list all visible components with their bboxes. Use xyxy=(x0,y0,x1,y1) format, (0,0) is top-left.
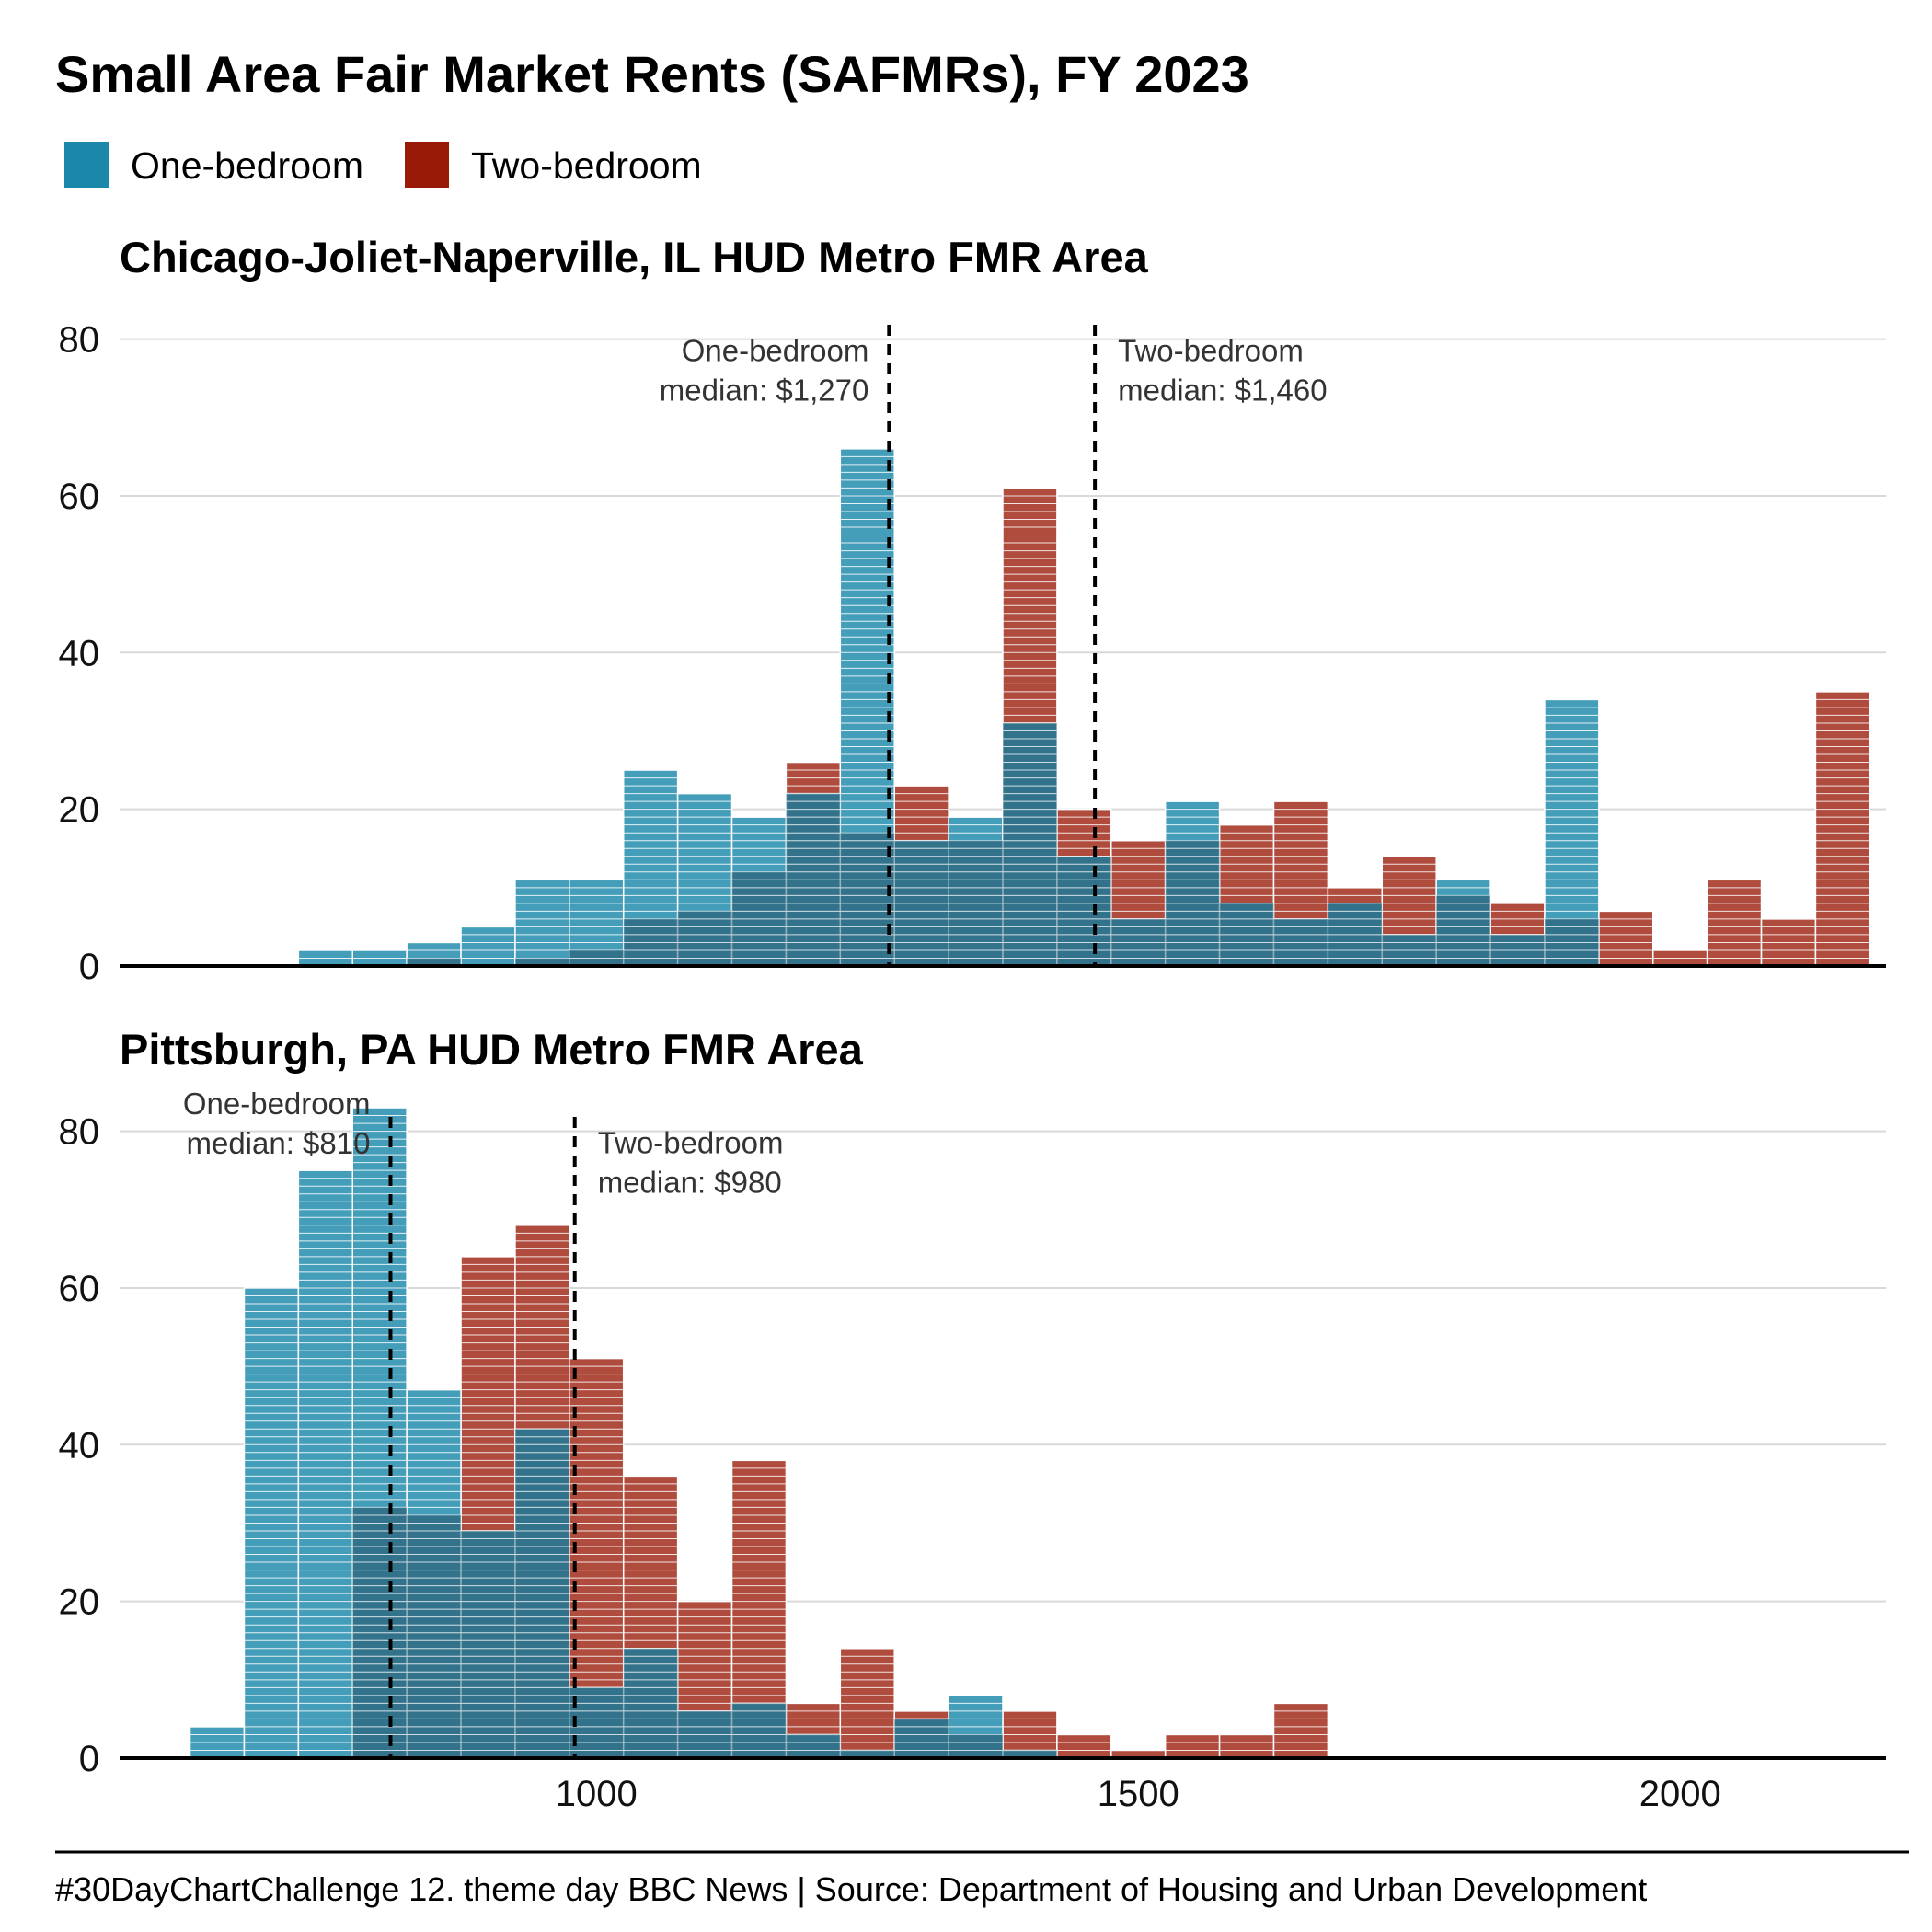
bar-two-bedroom xyxy=(1272,1702,1329,1759)
bar-overlap xyxy=(569,1687,624,1758)
x-tick-label: 1500 xyxy=(1098,1774,1179,1814)
median-annotation-line: median: $810 xyxy=(186,1126,370,1160)
legend-label-one-bedroom: One-bedroom xyxy=(131,144,363,187)
bar-overlap xyxy=(407,958,462,966)
bar-overlap xyxy=(1436,895,1491,966)
bar-overlap xyxy=(677,911,732,966)
bar-one-bedroom xyxy=(514,879,570,967)
median-annotation-line: One-bedroom xyxy=(682,333,869,367)
chart-caption: #30DayChartChallenge 12. theme day BBC N… xyxy=(55,1870,1647,1908)
bar-two-bedroom xyxy=(1218,1733,1275,1759)
bar-overlap xyxy=(786,1734,841,1758)
bar-overlap xyxy=(894,1719,949,1758)
bar-one-bedroom xyxy=(297,1169,354,1759)
bar-overlap xyxy=(840,1750,895,1758)
bar-overlap xyxy=(407,1514,462,1758)
y-tick-label: 20 xyxy=(59,1582,100,1623)
panel-subtitle: Pittsburgh, PA HUD Metro FMR Area xyxy=(120,1025,864,1074)
y-tick-label: 0 xyxy=(79,1739,99,1779)
y-tick-label: 20 xyxy=(59,790,100,831)
bar-overlap xyxy=(1003,1750,1057,1758)
bar-overlap xyxy=(840,833,895,966)
bar-overlap xyxy=(1003,722,1057,966)
median-annotation-two-bedroom: Two-bedroom median: $1,460 xyxy=(1118,333,1328,407)
median-annotation-two-bedroom: Two-bedroom median: $980 xyxy=(598,1125,784,1199)
bar-two-bedroom xyxy=(1056,1733,1112,1759)
chicago-panel: Chicago-Joliet-Naperville, IL HUD Metro … xyxy=(59,233,1886,987)
legend-label-two-bedroom: Two-bedroom xyxy=(471,144,702,187)
pittsburgh-plot-area: 0 20 40 60 80 1000 1500 2000 One-bedroom median: … xyxy=(59,1087,1886,1814)
pittsburgh-panel: Pittsburgh, PA HUD Metro FMR Area 0 20 40 6… xyxy=(59,1025,1886,1814)
median-annotation-line: median: $1,460 xyxy=(1118,373,1328,407)
median-annotation-line: Two-bedroom xyxy=(1118,333,1304,367)
median-annotation-one-bedroom: One-bedroom median: $810 xyxy=(183,1087,371,1160)
bar-overlap xyxy=(731,1703,787,1758)
bar-overlap xyxy=(949,1734,1003,1758)
median-annotation-line: median: $1,270 xyxy=(660,373,869,407)
y-tick-label: 0 xyxy=(79,947,99,987)
chart-title: Small Area Fair Market Rents (SAFMRs), F… xyxy=(55,45,1249,103)
chicago-plot-area: 0 20 40 60 80 One-bedroom median: $1,270 Two-be… xyxy=(59,320,1886,987)
median-annotation-line: Two-bedroom xyxy=(598,1125,784,1159)
bar-two-bedroom xyxy=(1164,1733,1221,1759)
legend-swatch-one-bedroom xyxy=(64,142,109,188)
bar-two-bedroom xyxy=(1706,879,1763,967)
bar-overlap xyxy=(461,1530,515,1758)
y-tick-label: 80 xyxy=(59,1112,100,1153)
bar-one-bedroom xyxy=(460,926,516,967)
legend-swatch-two-bedroom xyxy=(405,142,449,188)
y-tick-label: 80 xyxy=(59,320,100,361)
median-annotation-one-bedroom: One-bedroom median: $1,270 xyxy=(660,333,869,407)
bar-overlap xyxy=(514,958,569,966)
legend: One-bedroom Two-bedroom xyxy=(64,142,702,188)
y-tick-label: 40 xyxy=(59,633,100,673)
median-annotation-line: median: $980 xyxy=(598,1165,782,1199)
y-tick-label: 40 xyxy=(59,1425,100,1466)
bar-two-bedroom xyxy=(1598,910,1654,967)
x-tick-label: 2000 xyxy=(1639,1774,1721,1814)
y-tick-label: 60 xyxy=(59,1269,100,1309)
panel-subtitle: Chicago-Joliet-Naperville, IL HUD Metro … xyxy=(120,233,1149,282)
bar-two-bedroom xyxy=(1814,691,1871,967)
x-tick-label: 1000 xyxy=(556,1774,638,1814)
median-annotation-line: One-bedroom xyxy=(183,1087,371,1121)
y-tick-label: 60 xyxy=(59,477,100,517)
